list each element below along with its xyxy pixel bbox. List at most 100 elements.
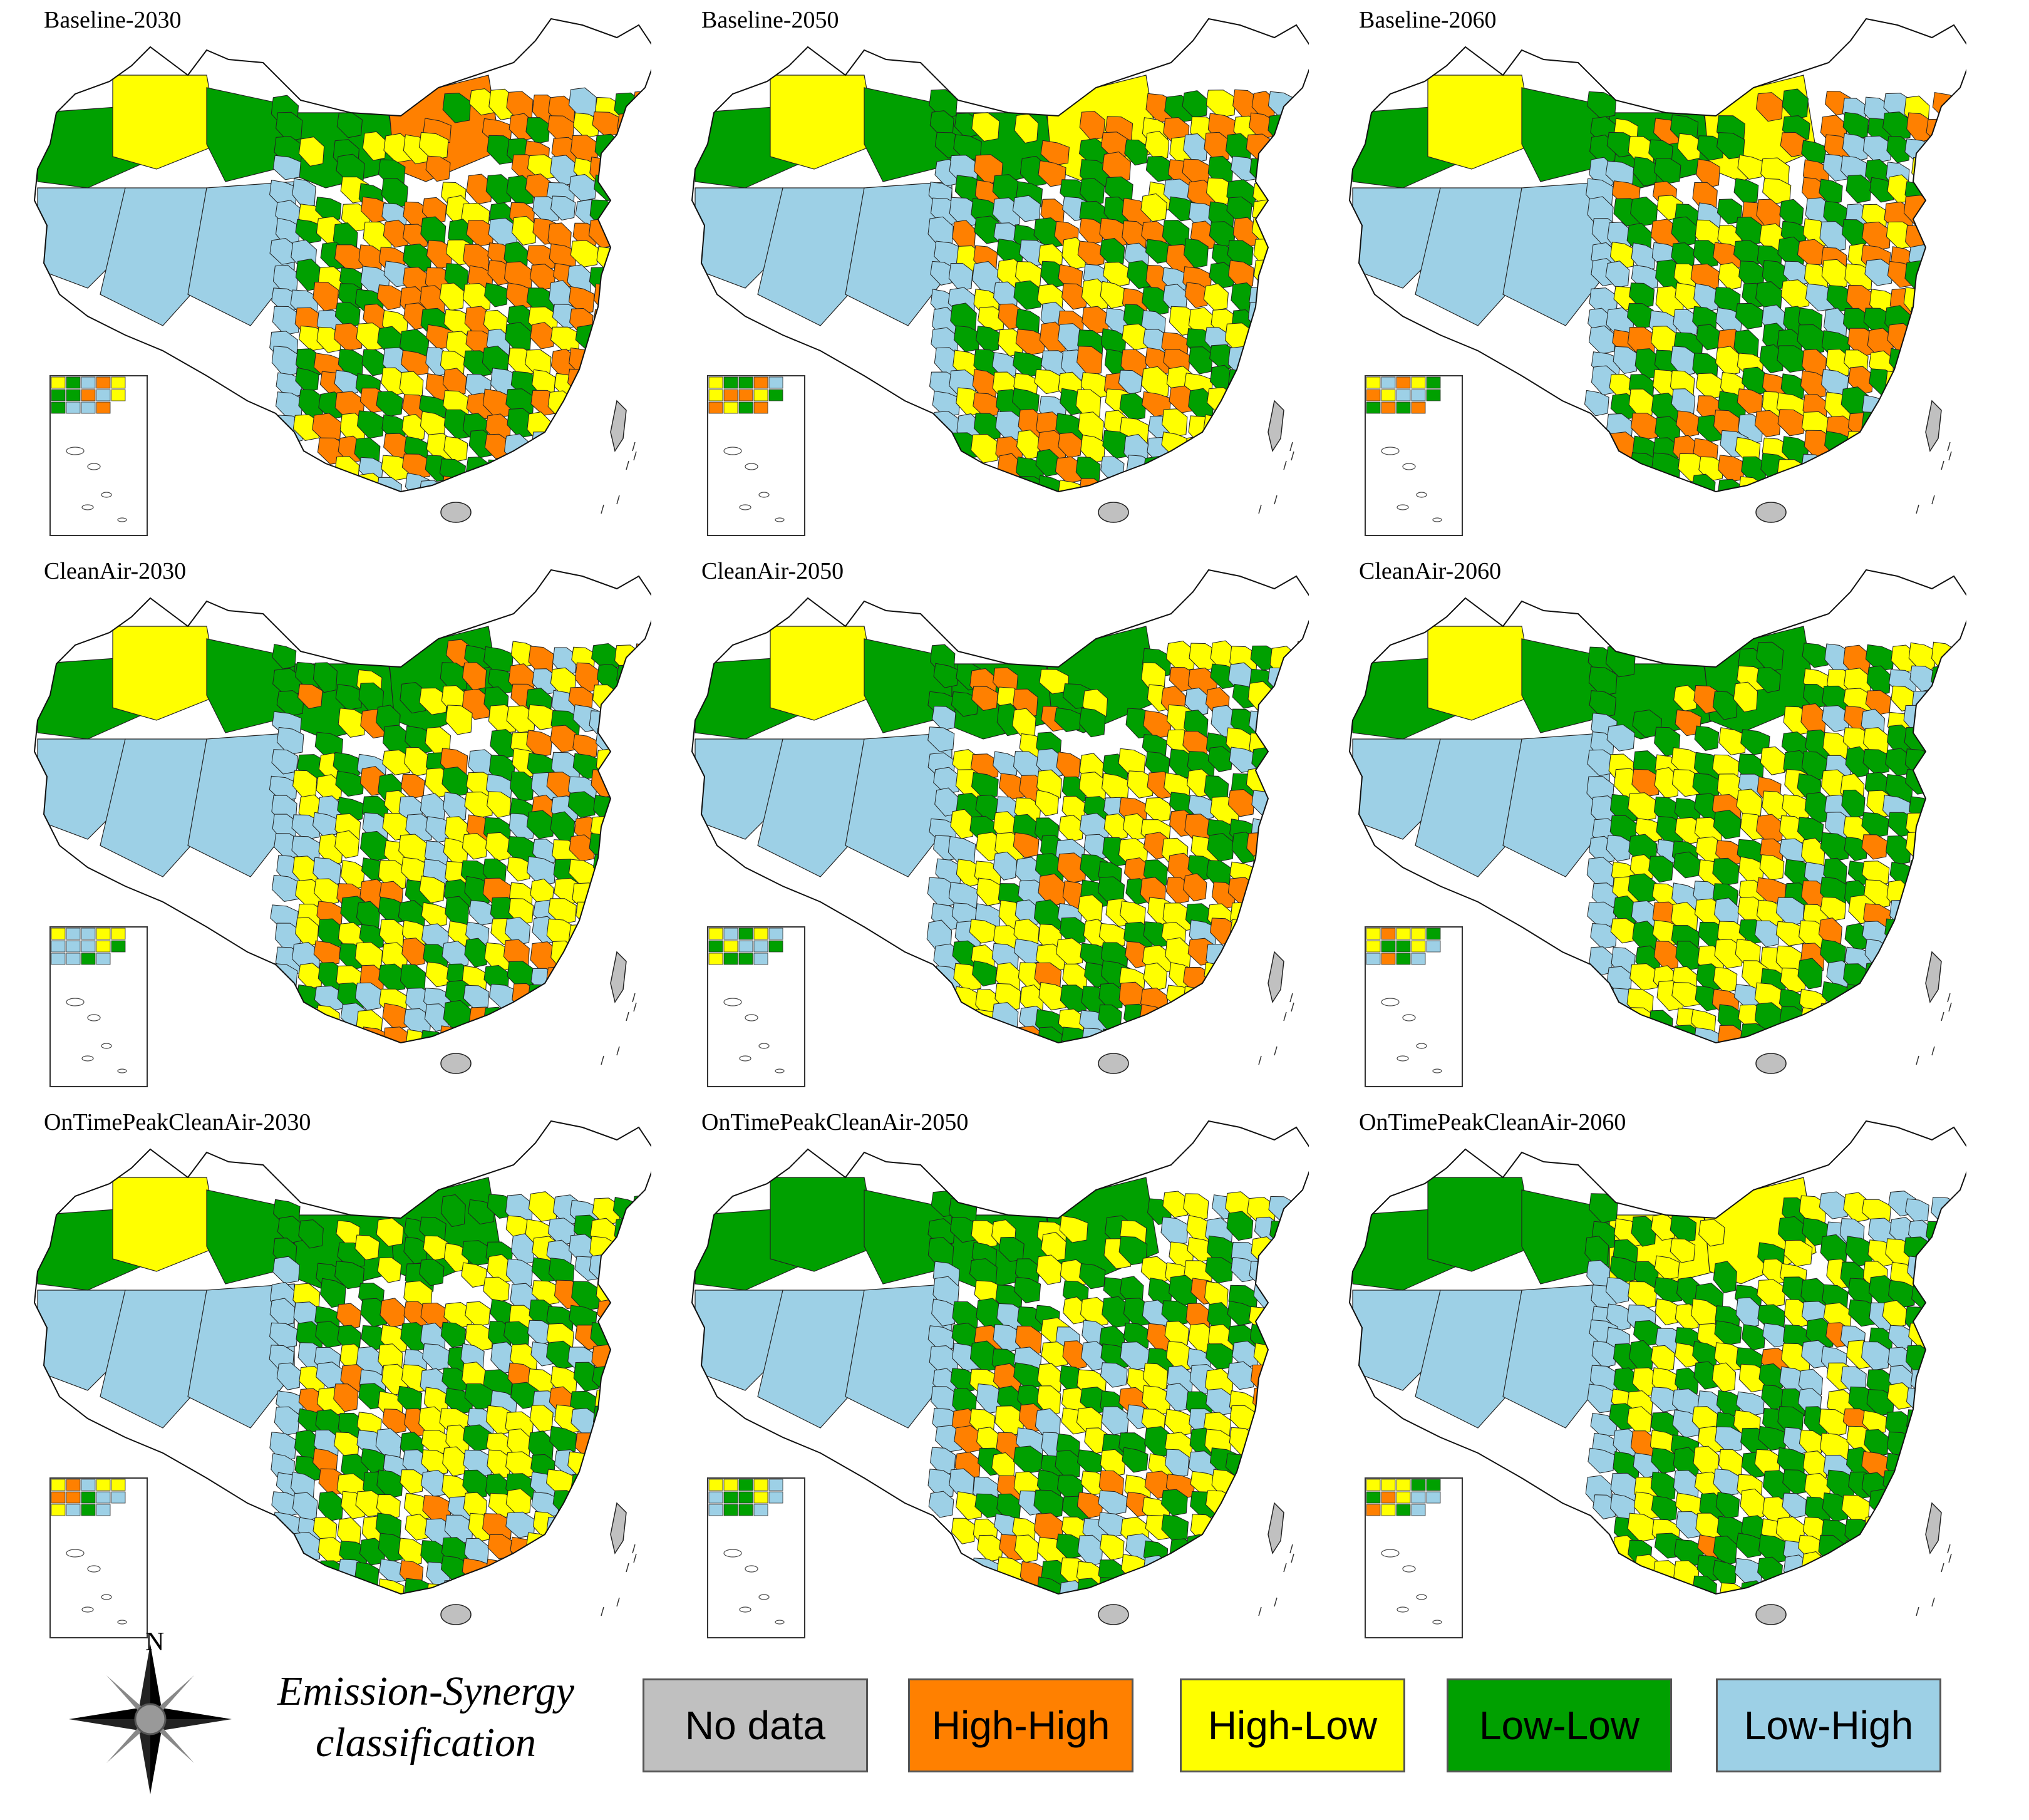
region-hh — [401, 453, 432, 479]
region-ll — [1779, 199, 1804, 227]
region-ll — [1584, 1236, 1609, 1267]
inset-region — [753, 401, 768, 414]
inset-region — [81, 401, 96, 414]
region-ll — [503, 1321, 530, 1348]
region-hl — [465, 1301, 491, 1327]
inset-region — [708, 401, 723, 414]
region-lh — [405, 472, 430, 492]
inset-island — [81, 1055, 94, 1062]
region-no-data — [610, 1502, 627, 1554]
region-ll — [1161, 1514, 1189, 1542]
region-hl — [1036, 1385, 1061, 1416]
region-hh — [1228, 260, 1254, 289]
region-hh — [1038, 873, 1066, 907]
region-hh — [1630, 413, 1660, 440]
region-hh — [462, 662, 487, 691]
region-hh — [1061, 283, 1088, 310]
region-hl — [1161, 408, 1188, 438]
region-hl — [1164, 1321, 1189, 1348]
region-hh — [1270, 686, 1298, 713]
region-no-data — [1925, 400, 1942, 452]
region-hl — [112, 626, 220, 721]
inset-region — [1411, 1491, 1426, 1504]
inset-island — [739, 1055, 751, 1062]
inset-region — [1396, 940, 1411, 953]
region-hl — [526, 1532, 551, 1559]
region-lh — [292, 178, 316, 209]
region-hh — [482, 1513, 512, 1542]
region-lh — [527, 856, 556, 886]
inset-region — [96, 928, 111, 940]
region-hh — [442, 368, 467, 396]
region-ll — [486, 459, 516, 489]
region-hl — [445, 705, 473, 735]
region-hl — [1036, 1254, 1063, 1285]
region-hh — [1696, 158, 1720, 189]
inset-island — [101, 1043, 112, 1049]
region-hl — [1075, 389, 1102, 420]
region-hh — [1818, 918, 1842, 947]
inset-region — [768, 1479, 783, 1491]
island-mark — [626, 1011, 629, 1021]
inset-region — [1396, 953, 1411, 965]
island-mark — [1258, 1055, 1262, 1065]
region-hl — [1041, 1342, 1070, 1368]
region-hl — [531, 1280, 561, 1306]
region-hh — [297, 683, 323, 710]
region-hl — [1628, 792, 1658, 822]
region-ll — [1909, 860, 1939, 891]
region-ll — [1756, 641, 1784, 672]
island-mark — [1283, 1563, 1287, 1573]
region-hl — [950, 809, 975, 839]
region-ll — [376, 1469, 403, 1499]
inset-region — [66, 928, 81, 940]
island-mark — [1941, 1011, 1944, 1021]
inset-island — [775, 1068, 785, 1073]
region-hl — [1058, 815, 1084, 842]
region-hl — [976, 877, 1001, 906]
region-ll — [1735, 302, 1763, 329]
inset-region — [723, 389, 738, 401]
region-hl — [1819, 1409, 1848, 1437]
region-hh — [336, 1303, 361, 1330]
region-ll — [442, 93, 472, 123]
region-hh — [617, 112, 645, 142]
region-ll — [1226, 1211, 1254, 1241]
region-lh — [276, 1362, 301, 1390]
region-ll — [1100, 237, 1125, 266]
panel-title: Baseline-2050 — [701, 7, 839, 33]
region-hl — [462, 833, 488, 860]
inset-island — [1397, 504, 1409, 510]
region-hh — [592, 308, 619, 336]
inset-region — [738, 1479, 753, 1491]
region-lh — [1862, 135, 1892, 163]
inset-region — [51, 940, 66, 953]
region-hl — [1714, 939, 1743, 969]
inset-region — [1396, 376, 1411, 389]
inset-region — [111, 928, 126, 940]
region-hl — [297, 963, 323, 990]
region-hl — [1041, 1232, 1066, 1262]
region-hh — [466, 173, 493, 205]
inset-region — [1366, 389, 1381, 401]
inset-region — [738, 376, 753, 389]
inset-island — [1397, 1606, 1409, 1613]
inset-island — [1402, 1014, 1416, 1021]
region-hl — [1100, 281, 1125, 309]
inset-region — [1381, 1491, 1396, 1504]
region-hh — [1296, 641, 1309, 667]
inset-region — [96, 389, 111, 401]
island-mark — [633, 451, 637, 461]
region-ll — [277, 1216, 304, 1244]
region-hl — [1252, 854, 1276, 884]
inset-region — [723, 1504, 738, 1516]
region-ll — [1886, 835, 1912, 866]
region-hl — [1862, 861, 1890, 886]
region-lh — [927, 1469, 955, 1499]
region-ll — [1586, 91, 1617, 118]
region-ll — [1427, 1177, 1535, 1272]
island-mark — [1931, 495, 1935, 505]
inset-region — [1366, 953, 1381, 965]
region-ll — [1651, 1447, 1676, 1474]
region-hl — [570, 240, 599, 268]
